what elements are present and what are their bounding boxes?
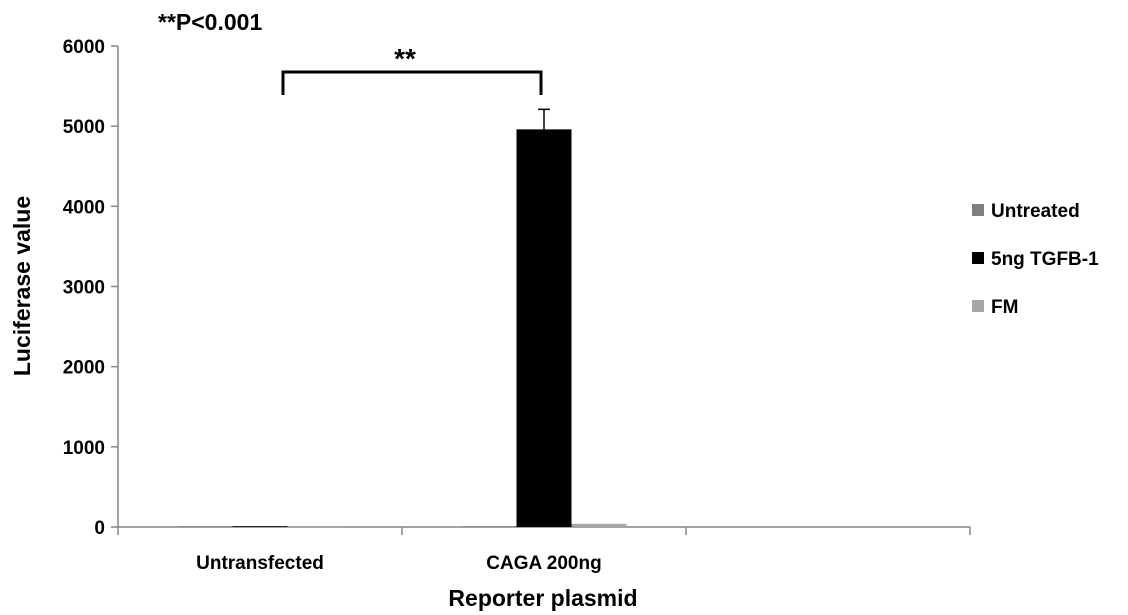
legend-label: FM bbox=[991, 297, 1018, 318]
p-value-label: **P<0.001 bbox=[158, 9, 262, 35]
y-tick-label: 4000 bbox=[63, 197, 105, 218]
x-axis: Untransfected CAGA 200ng bbox=[117, 526, 971, 574]
bar bbox=[232, 526, 288, 527]
x-tick-label: CAGA 200ng bbox=[486, 553, 601, 574]
legend-label: Untreated bbox=[991, 201, 1080, 222]
bar bbox=[516, 129, 572, 527]
bar bbox=[571, 523, 627, 527]
significance-annotation: ** **P<0.001 bbox=[158, 9, 543, 95]
y-tick-label: 0 bbox=[94, 518, 105, 539]
significance-stars: ** bbox=[394, 43, 416, 74]
error-bars bbox=[538, 108, 550, 130]
x-tick-label: Untransfected bbox=[196, 553, 324, 574]
legend-swatch bbox=[972, 204, 984, 216]
legend: Untreated 5ng TGFB-1 FM bbox=[972, 201, 1099, 318]
y-tick-label: 5000 bbox=[63, 117, 105, 138]
legend-label: 5ng TGFB-1 bbox=[991, 249, 1099, 270]
legend-swatch bbox=[972, 300, 984, 312]
y-tick-label: 3000 bbox=[63, 278, 105, 299]
significance-bracket bbox=[281, 70, 543, 95]
y-tick-label: 1000 bbox=[63, 438, 105, 459]
y-tick-label: 2000 bbox=[63, 358, 105, 379]
x-axis-title: Reporter plasmid bbox=[448, 585, 637, 611]
bar bbox=[177, 526, 233, 527]
legend-swatch bbox=[972, 252, 984, 264]
bars bbox=[177, 129, 627, 527]
y-axis-title: Luciferase value bbox=[9, 196, 35, 376]
y-tick-label: 6000 bbox=[63, 37, 105, 58]
y-axis: 0 1000 2000 3000 4000 5000 6000 bbox=[63, 37, 119, 539]
bar bbox=[287, 526, 343, 527]
bar bbox=[461, 526, 517, 527]
